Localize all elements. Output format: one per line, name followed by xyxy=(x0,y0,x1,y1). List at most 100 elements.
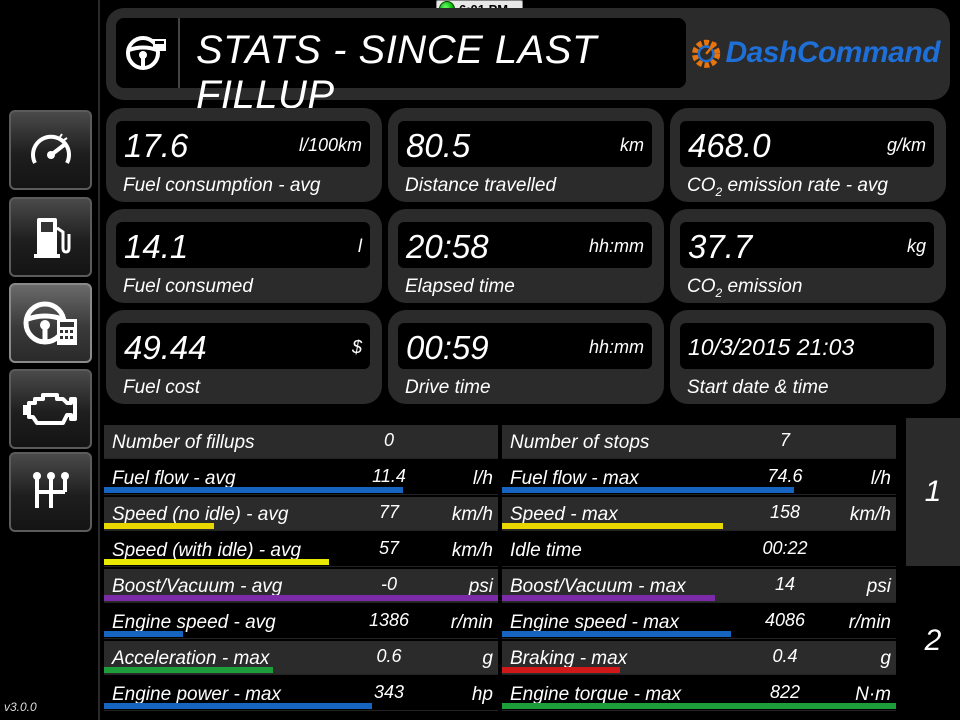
table-row: Engine speed - max 4086 r/min xyxy=(502,605,896,639)
table-row: Fuel flow - max 74.6 l/h xyxy=(502,461,896,495)
row-label: Speed (with idle) - avg xyxy=(112,540,302,561)
stat-label: Fuel consumption - avg xyxy=(123,175,321,196)
stat-value: 37.7 xyxy=(688,228,753,265)
table-row: Number of fillups 0 xyxy=(104,425,498,459)
stat-value: 14.1 xyxy=(124,228,189,265)
stat-value: 468.0 xyxy=(688,127,771,164)
stat-unit: l xyxy=(358,236,362,256)
dashcommand-logo: DashCommand xyxy=(690,26,941,80)
row-label: Engine speed - avg xyxy=(112,612,276,633)
row-value: 00:22 xyxy=(762,538,808,558)
row-label: Fuel flow - max xyxy=(510,468,639,489)
row-label: Engine torque - max xyxy=(510,684,682,705)
row-label: Engine speed - max xyxy=(510,612,679,633)
row-level-bar xyxy=(502,631,731,637)
stat-card-fuel-cost: 49.44 $ Fuel cost xyxy=(106,310,382,404)
stat-value: 49.44 xyxy=(124,329,207,366)
version-label: v3.0.0 xyxy=(4,700,37,714)
stat-label: Distance travelled xyxy=(405,175,557,196)
stat-label: Drive time xyxy=(405,377,491,398)
stat-card-drive-time: 00:59 hh:mm Drive time xyxy=(388,310,664,404)
sidebar-item-gauges[interactable] xyxy=(9,110,92,190)
page-tab-1[interactable]: 1 xyxy=(906,418,960,566)
stat-unit: hh:mm xyxy=(588,337,644,357)
engine-icon xyxy=(22,393,77,425)
stat-label: Fuel consumed xyxy=(123,276,253,297)
stat-unit: hh:mm xyxy=(588,236,644,256)
row-value: 7 xyxy=(779,430,791,450)
row-label: Boost/Vacuum - avg xyxy=(112,576,283,597)
stat-value: 00:59 xyxy=(406,329,489,366)
table-row: Acceleration - max 0.6 g xyxy=(104,641,498,675)
row-value: 57 xyxy=(378,538,400,558)
row-label: Number of stops xyxy=(510,432,650,453)
table-row: Engine speed - avg 1386 r/min xyxy=(104,605,498,639)
row-level-bar xyxy=(502,667,620,673)
row-value: 74.6 xyxy=(767,466,803,486)
row-level-bar xyxy=(104,631,183,637)
stat-label: Fuel cost xyxy=(123,377,201,398)
stat-card-distance: 80.5 km Distance travelled xyxy=(388,108,664,202)
row-level-bar xyxy=(502,595,715,601)
stat-card-elapsed-time: 20:58 hh:mm Elapsed time xyxy=(388,209,664,303)
header-icon-box xyxy=(116,18,178,88)
row-level-bar xyxy=(104,703,372,709)
sidebar-item-engine[interactable] xyxy=(9,369,92,449)
row-label: Speed - max xyxy=(510,504,618,525)
row-unit: l/h xyxy=(472,468,493,489)
sidebar-item-stats[interactable] xyxy=(9,283,92,363)
row-unit: g xyxy=(880,648,891,669)
stat-label: CO2 emission rate - avg xyxy=(687,175,888,199)
row-value: 158 xyxy=(769,502,801,522)
row-unit: km/h xyxy=(451,540,493,561)
stat-value: 20:58 xyxy=(406,228,489,265)
stat-value: 10/3/2015 21:03 xyxy=(688,334,855,360)
page-tab-2[interactable]: 2 xyxy=(906,568,960,714)
logo-text: DashCommand xyxy=(725,36,940,69)
table-row: Braking - max 0.4 g xyxy=(502,641,896,675)
stat-unit: km xyxy=(620,135,644,155)
stat-card-start-date: 10/3/2015 21:03 Start date & time xyxy=(670,310,946,404)
row-level-bar xyxy=(502,703,896,709)
table-row: Speed (no idle) - avg 77 km/h xyxy=(104,497,498,531)
row-label: Acceleration - max xyxy=(112,648,270,669)
sidebar-item-fuel[interactable] xyxy=(9,197,92,277)
stat-card-co2-rate: 468.0 g/km CO2 emission rate - avg xyxy=(670,108,946,202)
stat-label: Start date & time xyxy=(687,377,829,398)
row-unit: r/min xyxy=(450,612,493,633)
stat-value: 17.6 xyxy=(124,127,189,164)
header-panel: STATS - SINCE LAST FILLUP DashCommand xyxy=(106,8,950,117)
gear-shift-icon xyxy=(32,472,69,508)
header-title-box: STATS - SINCE LAST FILLUP xyxy=(178,18,686,117)
stat-label: CO2 emission xyxy=(687,276,803,300)
sidebar-divider xyxy=(98,0,100,720)
logo-gear-icon xyxy=(692,39,721,68)
steering-wheel-stats-icon xyxy=(23,301,77,345)
table-row: Speed (with idle) - avg 57 km/h xyxy=(104,533,498,567)
row-label: Fuel flow - avg xyxy=(112,468,236,489)
row-unit: km/h xyxy=(849,504,891,525)
row-unit: km/h xyxy=(451,504,493,525)
sidebar-item-transmission[interactable] xyxy=(9,452,92,532)
row-unit: g xyxy=(482,648,493,669)
stat-unit: g/km xyxy=(886,135,926,155)
steering-wheel-stats-icon xyxy=(126,36,166,70)
table-row: Boost/Vacuum - max 14 psi xyxy=(502,569,896,603)
table-row: Engine power - max 343 hp xyxy=(104,677,498,711)
row-unit: psi xyxy=(468,576,493,597)
stat-unit: $ xyxy=(351,337,362,357)
row-value: 1386 xyxy=(368,610,410,630)
row-value: 77 xyxy=(378,502,400,522)
page-tab-label: 1 xyxy=(924,475,942,508)
stat-value: 80.5 xyxy=(406,127,471,164)
stat-card-fuel-consumption: 17.6 l/100km Fuel consumption - avg xyxy=(106,108,382,202)
row-value: 11.4 xyxy=(372,466,406,486)
gauge-icon xyxy=(30,133,71,164)
row-level-bar xyxy=(104,523,214,529)
row-label: Idle time xyxy=(510,540,582,561)
row-value: -0 xyxy=(380,574,398,594)
row-level-bar xyxy=(104,595,498,601)
row-level-bar xyxy=(104,667,273,673)
table-row: Boost/Vacuum - avg -0 psi xyxy=(104,569,498,603)
row-value: 822 xyxy=(769,682,801,702)
